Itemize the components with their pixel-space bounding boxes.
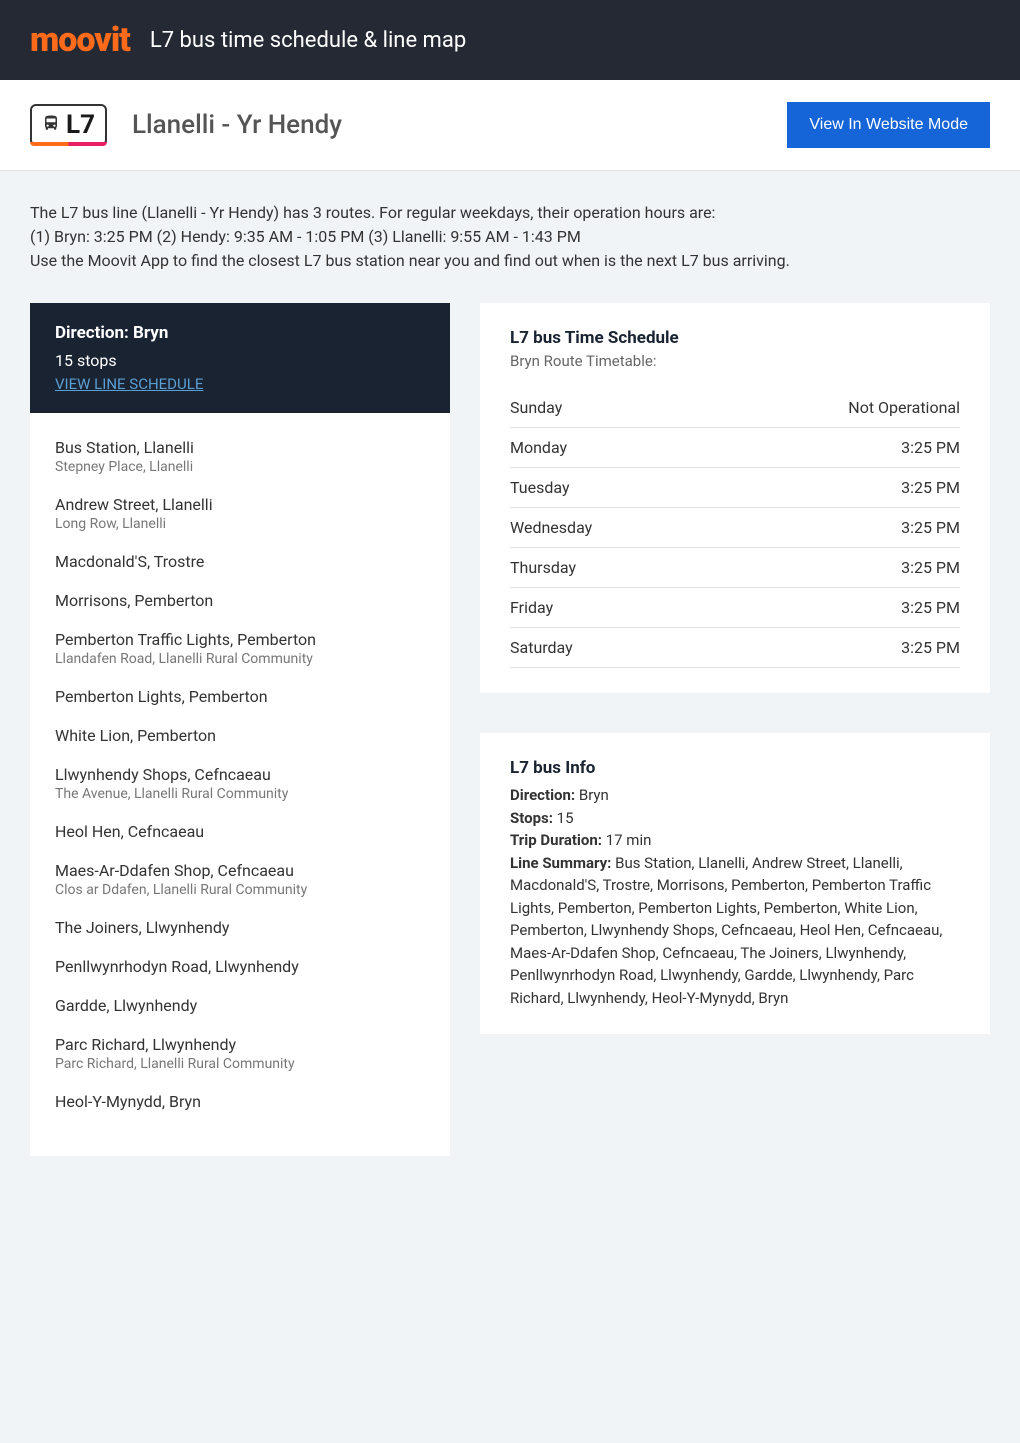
schedule-time: 3:25 PM: [901, 478, 960, 497]
main-content: Direction: Bryn 15 stops VIEW LINE SCHED…: [0, 303, 1020, 1196]
stop-item: The Joiners, Llwynhendy: [55, 918, 425, 937]
stop-item: Parc Richard, Llwynhendy Parc Richard, Ll…: [55, 1035, 425, 1072]
info-direction: Direction: Bryn: [510, 784, 960, 807]
stop-name: Maes-Ar-Ddafen Shop, Cefncaeau: [55, 861, 425, 880]
schedule-day: Tuesday: [510, 478, 570, 497]
schedule-subtitle: Bryn Route Timetable:: [510, 352, 960, 370]
route-badge: L7: [30, 104, 107, 146]
stop-item: Penllwynrhodyn Road, Llwynhendy: [55, 957, 425, 976]
intro-line-3: Use the Moovit App to find the closest L…: [30, 249, 990, 273]
stop-name: Heol Hen, Cefncaeau: [55, 822, 425, 841]
info-title: L7 bus Info: [510, 758, 960, 778]
schedule-row: Sunday Not Operational: [510, 388, 960, 428]
direction-header: Direction: Bryn 15 stops VIEW LINE SCHED…: [30, 303, 450, 413]
schedule-time: 3:25 PM: [901, 518, 960, 537]
stop-sub: Stepney Place, Llanelli: [55, 459, 425, 475]
info-summary-label: Line Summary:: [510, 854, 611, 872]
stops-count: 15 stops: [55, 351, 425, 370]
schedule-table: SundayNot OperationalMonday3:25 PMTuesda…: [510, 388, 960, 668]
schedule-day: Wednesday: [510, 518, 592, 537]
stop-sub: Parc Richard, Llanelli Rural Community: [55, 1056, 425, 1072]
stop-item: Bus Station, Llanelli Stepney Place, Llan…: [55, 438, 425, 475]
stop-name: Andrew Street, Llanelli: [55, 495, 425, 514]
schedule-title: L7 bus Time Schedule: [510, 328, 960, 348]
stop-name: Pemberton Lights, Pemberton: [55, 687, 425, 706]
route-number: L7: [66, 110, 95, 140]
bus-icon: [42, 114, 60, 136]
schedule-day: Monday: [510, 438, 567, 457]
stop-name: Pemberton Traffic Lights, Pemberton: [55, 630, 425, 649]
schedule-row: Monday 3:25 PM: [510, 428, 960, 468]
stop-sub: Clos ar Ddafen, Llanelli Rural Community: [55, 882, 425, 898]
stop-sub: The Avenue, Llanelli Rural Community: [55, 786, 425, 802]
route-name: Llanelli - Yr Hendy: [132, 110, 342, 140]
info-card: L7 bus Info Direction: Bryn Stops: 15 Tr…: [480, 733, 990, 1034]
stop-name: Bus Station, Llanelli: [55, 438, 425, 457]
schedule-row: Saturday 3:25 PM: [510, 628, 960, 668]
intro-line-2: (1) Bryn: 3:25 PM (2) Hendy: 9:35 AM - 1…: [30, 225, 990, 249]
stops-column: Direction: Bryn 15 stops VIEW LINE SCHED…: [30, 303, 450, 1156]
direction-title: Direction: Bryn: [55, 323, 425, 343]
stop-sub: Llandafen Road, Llanelli Rural Community: [55, 651, 425, 667]
stop-name: Llwynhendy Shops, Cefncaeau: [55, 765, 425, 784]
info-stops-label: Stops:: [510, 809, 553, 827]
stop-item: Heol-Y-Mynydd, Bryn: [55, 1092, 425, 1111]
stop-item: Pemberton Lights, Pemberton: [55, 687, 425, 706]
right-column: L7 bus Time Schedule Bryn Route Timetabl…: [480, 303, 990, 1156]
info-stops: Stops: 15: [510, 807, 960, 830]
schedule-row: Thursday 3:25 PM: [510, 548, 960, 588]
view-schedule-link[interactable]: VIEW LINE SCHEDULE: [55, 375, 203, 393]
stop-name: Gardde, Llwynhendy: [55, 996, 425, 1015]
info-duration-label: Trip Duration:: [510, 831, 602, 849]
stop-item: White Lion, Pemberton: [55, 726, 425, 745]
stop-item: Morrisons, Pemberton: [55, 591, 425, 610]
stop-item: Heol Hen, Cefncaeau: [55, 822, 425, 841]
stop-item: Llwynhendy Shops, Cefncaeau The Avenue, L…: [55, 765, 425, 802]
moovit-logo[interactable]: moovit: [30, 20, 130, 60]
stops-list: Bus Station, Llanelli Stepney Place, Llan…: [30, 413, 450, 1156]
stop-item: Pemberton Traffic Lights, Pemberton Lland…: [55, 630, 425, 667]
schedule-time: 3:25 PM: [901, 558, 960, 577]
stop-name: Parc Richard, Llwynhendy: [55, 1035, 425, 1054]
schedule-day: Sunday: [510, 398, 562, 417]
stop-item: Maes-Ar-Ddafen Shop, Cefncaeau Clos ar Dd…: [55, 861, 425, 898]
info-stops-value: 15: [553, 809, 574, 827]
schedule-day: Thursday: [510, 558, 576, 577]
schedule-row: Friday 3:25 PM: [510, 588, 960, 628]
sub-header: L7 Llanelli - Yr Hendy View In Website M…: [0, 80, 1020, 171]
schedule-row: Tuesday 3:25 PM: [510, 468, 960, 508]
stop-name: The Joiners, Llwynhendy: [55, 918, 425, 937]
intro-text: The L7 bus line (Llanelli - Yr Hendy) ha…: [0, 171, 1020, 303]
info-duration: Trip Duration: 17 min: [510, 829, 960, 852]
schedule-time: 3:25 PM: [901, 638, 960, 657]
schedule-day: Friday: [510, 598, 553, 617]
schedule-day: Saturday: [510, 638, 573, 657]
stop-name: Morrisons, Pemberton: [55, 591, 425, 610]
stop-item: Macdonald'S, Trostre: [55, 552, 425, 571]
info-direction-label: Direction:: [510, 786, 575, 804]
stop-name: Penllwynrhodyn Road, Llwynhendy: [55, 957, 425, 976]
stop-item: Andrew Street, Llanelli Long Row, Llanell…: [55, 495, 425, 532]
schedule-time: Not Operational: [848, 398, 960, 417]
page-title: L7 bus time schedule & line map: [150, 28, 466, 53]
info-direction-value: Bryn: [575, 786, 609, 804]
schedule-row: Wednesday 3:25 PM: [510, 508, 960, 548]
stop-item: Gardde, Llwynhendy: [55, 996, 425, 1015]
stop-name: Macdonald'S, Trostre: [55, 552, 425, 571]
info-summary-value: Bus Station, Llanelli, Andrew Street, Ll…: [510, 854, 942, 1007]
schedule-card: L7 bus Time Schedule Bryn Route Timetabl…: [480, 303, 990, 693]
stop-name: White Lion, Pemberton: [55, 726, 425, 745]
info-duration-value: 17 min: [602, 831, 651, 849]
info-summary: Line Summary: Bus Station, Llanelli, And…: [510, 852, 960, 1010]
schedule-time: 3:25 PM: [901, 598, 960, 617]
top-header: moovit L7 bus time schedule & line map: [0, 0, 1020, 80]
schedule-time: 3:25 PM: [901, 438, 960, 457]
stop-name: Heol-Y-Mynydd, Bryn: [55, 1092, 425, 1111]
intro-line-1: The L7 bus line (Llanelli - Yr Hendy) ha…: [30, 201, 990, 225]
stop-sub: Long Row, Llanelli: [55, 516, 425, 532]
view-website-button[interactable]: View In Website Mode: [787, 102, 990, 148]
